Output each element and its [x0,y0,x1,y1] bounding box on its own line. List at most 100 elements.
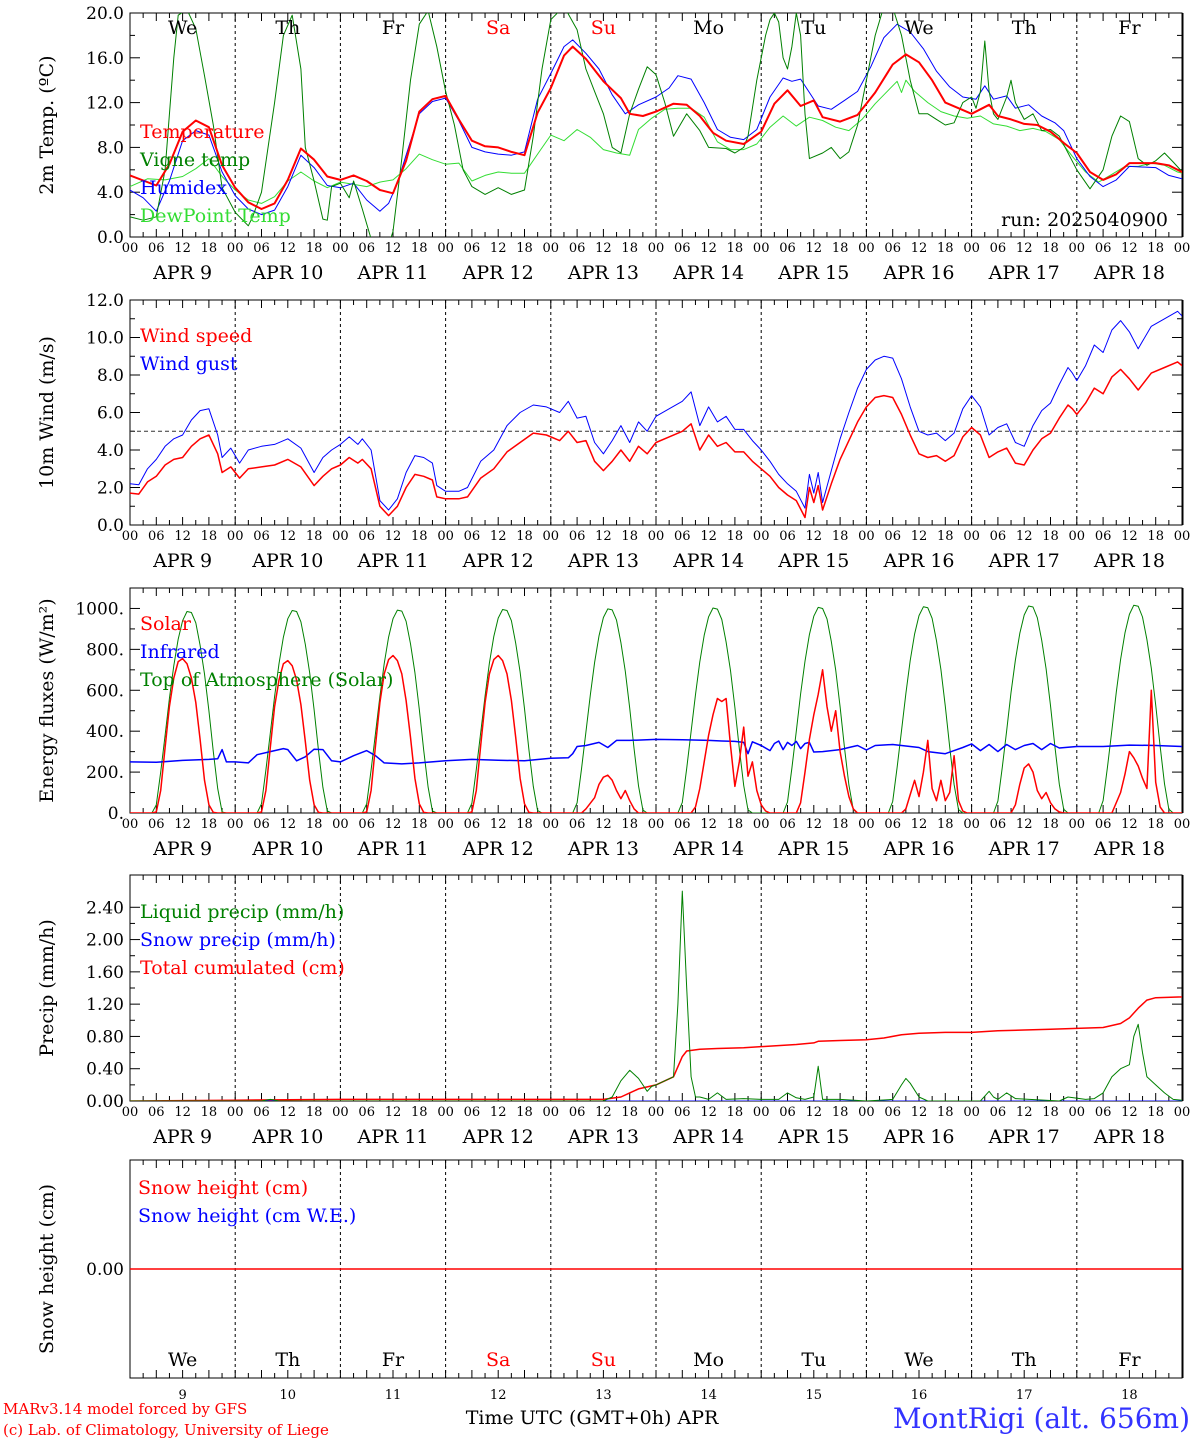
hour-label: 12 [490,1105,507,1120]
legend-wind-gust: Wind gust [140,353,238,375]
day-abbr-label: Th [275,17,300,39]
hour-label: 00 [858,241,875,256]
y-tick-label: 600. [86,681,124,701]
y-axis-label: 10m Wind (m/s) [36,336,58,489]
panel-2: 0.0 2.0 4.0 6.0 8.0 10.0 12.0 10m Wind (m/s) Win… [36,291,1190,572]
date-label: APR 18 [1093,838,1165,860]
legend-wind-speed: Wind speed [140,325,252,347]
hour-label: 18 [621,817,638,832]
day-number-label: 11 [385,1388,402,1403]
hour-label: 00 [1069,529,1086,544]
y-tick-label: 200. [86,763,124,783]
hour-label: 18 [621,529,638,544]
hour-label: 12 [1121,817,1138,832]
hour-label: 12 [1121,529,1138,544]
hour-label: 18 [937,241,954,256]
hour-label: 18 [727,817,744,832]
hour-label: 18 [306,817,323,832]
hour-label: 12 [385,817,402,832]
hour-label: 00 [963,241,980,256]
hour-label: 06 [884,529,901,544]
day-abbr-label: Fr [1118,17,1141,39]
day-abbr-label: Sa [486,17,510,39]
hour-label: 12 [280,1105,297,1120]
series-line-total-cumulated-cm [130,996,1182,1101]
hour-label: 06 [358,529,375,544]
hour-label: 06 [253,529,270,544]
legend-humidex: Humidex [140,177,227,199]
hour-label: 12 [385,1105,402,1120]
day-abbr-label: Fr [382,1349,405,1371]
y-axis-label: Snow height (cm) [36,1184,58,1354]
hour-label: 00 [858,529,875,544]
hour-label: 18 [937,817,954,832]
hour-label: 18 [832,817,849,832]
hour-label: 00 [963,529,980,544]
hour-label: 18 [1147,1105,1164,1120]
hour-label: 06 [569,241,586,256]
y-tick-label: 20.0 [86,4,124,24]
hour-label: 06 [990,1105,1007,1120]
date-label: APR 12 [462,550,534,572]
panel-1: 0.0 4.0 8.0 12.0 16.0 20.0 2m Temp. (ºC) Temper… [36,4,1191,284]
hour-label: 12 [174,529,191,544]
hour-label: 00 [963,817,980,832]
model-credit-line1: MARv3.14 model forced by GFS [3,1400,247,1418]
hour-label: 00 [227,529,244,544]
hour-label: 18 [1147,241,1164,256]
day-number-label: 15 [806,1388,823,1403]
hour-label: 18 [832,241,849,256]
hour-label: 06 [253,241,270,256]
date-label: APR 16 [882,550,954,572]
date-label: APR 17 [988,550,1060,572]
hour-label: 06 [674,241,691,256]
legend-temperature: Temperature [140,121,264,143]
legend-vigne-temp: Vigne temp [139,149,250,171]
hour-label: 06 [990,817,1007,832]
hour-label: 06 [358,817,375,832]
day-number-label: 16 [911,1388,928,1403]
hour-label: 12 [490,529,507,544]
y-axis-label: Energy fluxes (W/m²) [36,598,58,802]
hour-label: 06 [569,817,586,832]
legend-total-cumulated-cm: Total cumulated (cm) [140,957,345,979]
hour-label: 12 [280,241,297,256]
day-abbr-label: Mo [693,17,724,39]
y-tick-label: 0.00 [86,1260,124,1280]
hour-label: 00 [122,1105,139,1120]
y-tick-label: 2.40 [86,898,124,918]
plot-frame [129,299,1183,526]
hour-label: 00 [1174,1105,1191,1120]
date-label: APR 10 [251,550,323,572]
hour-label: 12 [911,1105,928,1120]
y-tick-label: 16.0 [86,49,124,69]
hour-label: 18 [201,529,218,544]
hour-label: 06 [779,241,796,256]
hour-label: 12 [911,817,928,832]
hour-label: 18 [201,241,218,256]
date-label: APR 11 [356,838,428,860]
hour-label: 18 [516,817,533,832]
hour-label: 00 [1174,241,1191,256]
date-label: APR 13 [567,838,639,860]
date-label: APR 14 [672,1126,744,1148]
hour-label: 06 [148,1105,165,1120]
series-group [130,13,1182,237]
day-abbr-label: Mo [693,1349,724,1371]
day-number-label: 10 [280,1388,297,1403]
series-line-top-of-atmosphere-solar [130,604,1182,813]
day-abbr-label: Th [1012,17,1037,39]
date-label: APR 17 [988,1126,1060,1148]
hour-label: 12 [385,241,402,256]
hour-label: 00 [543,1105,560,1120]
date-label: APR 13 [567,1126,639,1148]
hour-label: 18 [727,529,744,544]
hour-label: 06 [569,1105,586,1120]
hour-label: 18 [727,1105,744,1120]
hour-label: 18 [1147,529,1164,544]
legend-dewpoint-temp: DewPoint Temp [140,205,291,227]
hour-label: 18 [937,529,954,544]
hour-label: 18 [201,1105,218,1120]
hour-label: 00 [648,817,665,832]
